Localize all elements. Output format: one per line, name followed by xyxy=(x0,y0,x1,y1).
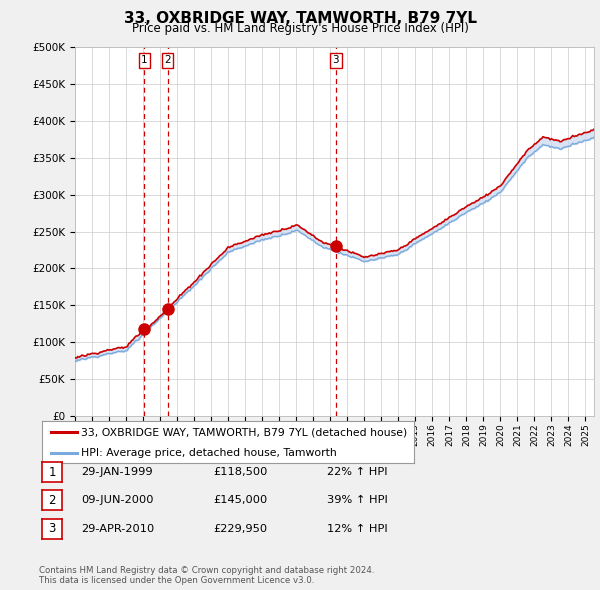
Text: 12% ↑ HPI: 12% ↑ HPI xyxy=(327,524,388,533)
Text: Price paid vs. HM Land Registry's House Price Index (HPI): Price paid vs. HM Land Registry's House … xyxy=(131,22,469,35)
Text: 2: 2 xyxy=(164,55,171,65)
Text: £118,500: £118,500 xyxy=(213,467,268,477)
Text: 1: 1 xyxy=(141,55,148,65)
Text: 3: 3 xyxy=(332,55,339,65)
Text: 2: 2 xyxy=(49,494,56,507)
Text: 3: 3 xyxy=(49,522,56,535)
Text: £229,950: £229,950 xyxy=(213,524,267,533)
Text: £145,000: £145,000 xyxy=(213,496,267,505)
Text: 29-APR-2010: 29-APR-2010 xyxy=(81,524,154,533)
Text: 39% ↑ HPI: 39% ↑ HPI xyxy=(327,496,388,505)
Text: 33, OXBRIDGE WAY, TAMWORTH, B79 7YL: 33, OXBRIDGE WAY, TAMWORTH, B79 7YL xyxy=(124,11,476,25)
Text: 09-JUN-2000: 09-JUN-2000 xyxy=(81,496,154,505)
Text: Contains HM Land Registry data © Crown copyright and database right 2024.
This d: Contains HM Land Registry data © Crown c… xyxy=(39,566,374,585)
Text: 1: 1 xyxy=(49,466,56,478)
Text: HPI: Average price, detached house, Tamworth: HPI: Average price, detached house, Tamw… xyxy=(81,448,337,457)
Text: 22% ↑ HPI: 22% ↑ HPI xyxy=(327,467,388,477)
Text: 29-JAN-1999: 29-JAN-1999 xyxy=(81,467,152,477)
Text: 33, OXBRIDGE WAY, TAMWORTH, B79 7YL (detached house): 33, OXBRIDGE WAY, TAMWORTH, B79 7YL (det… xyxy=(81,427,407,437)
